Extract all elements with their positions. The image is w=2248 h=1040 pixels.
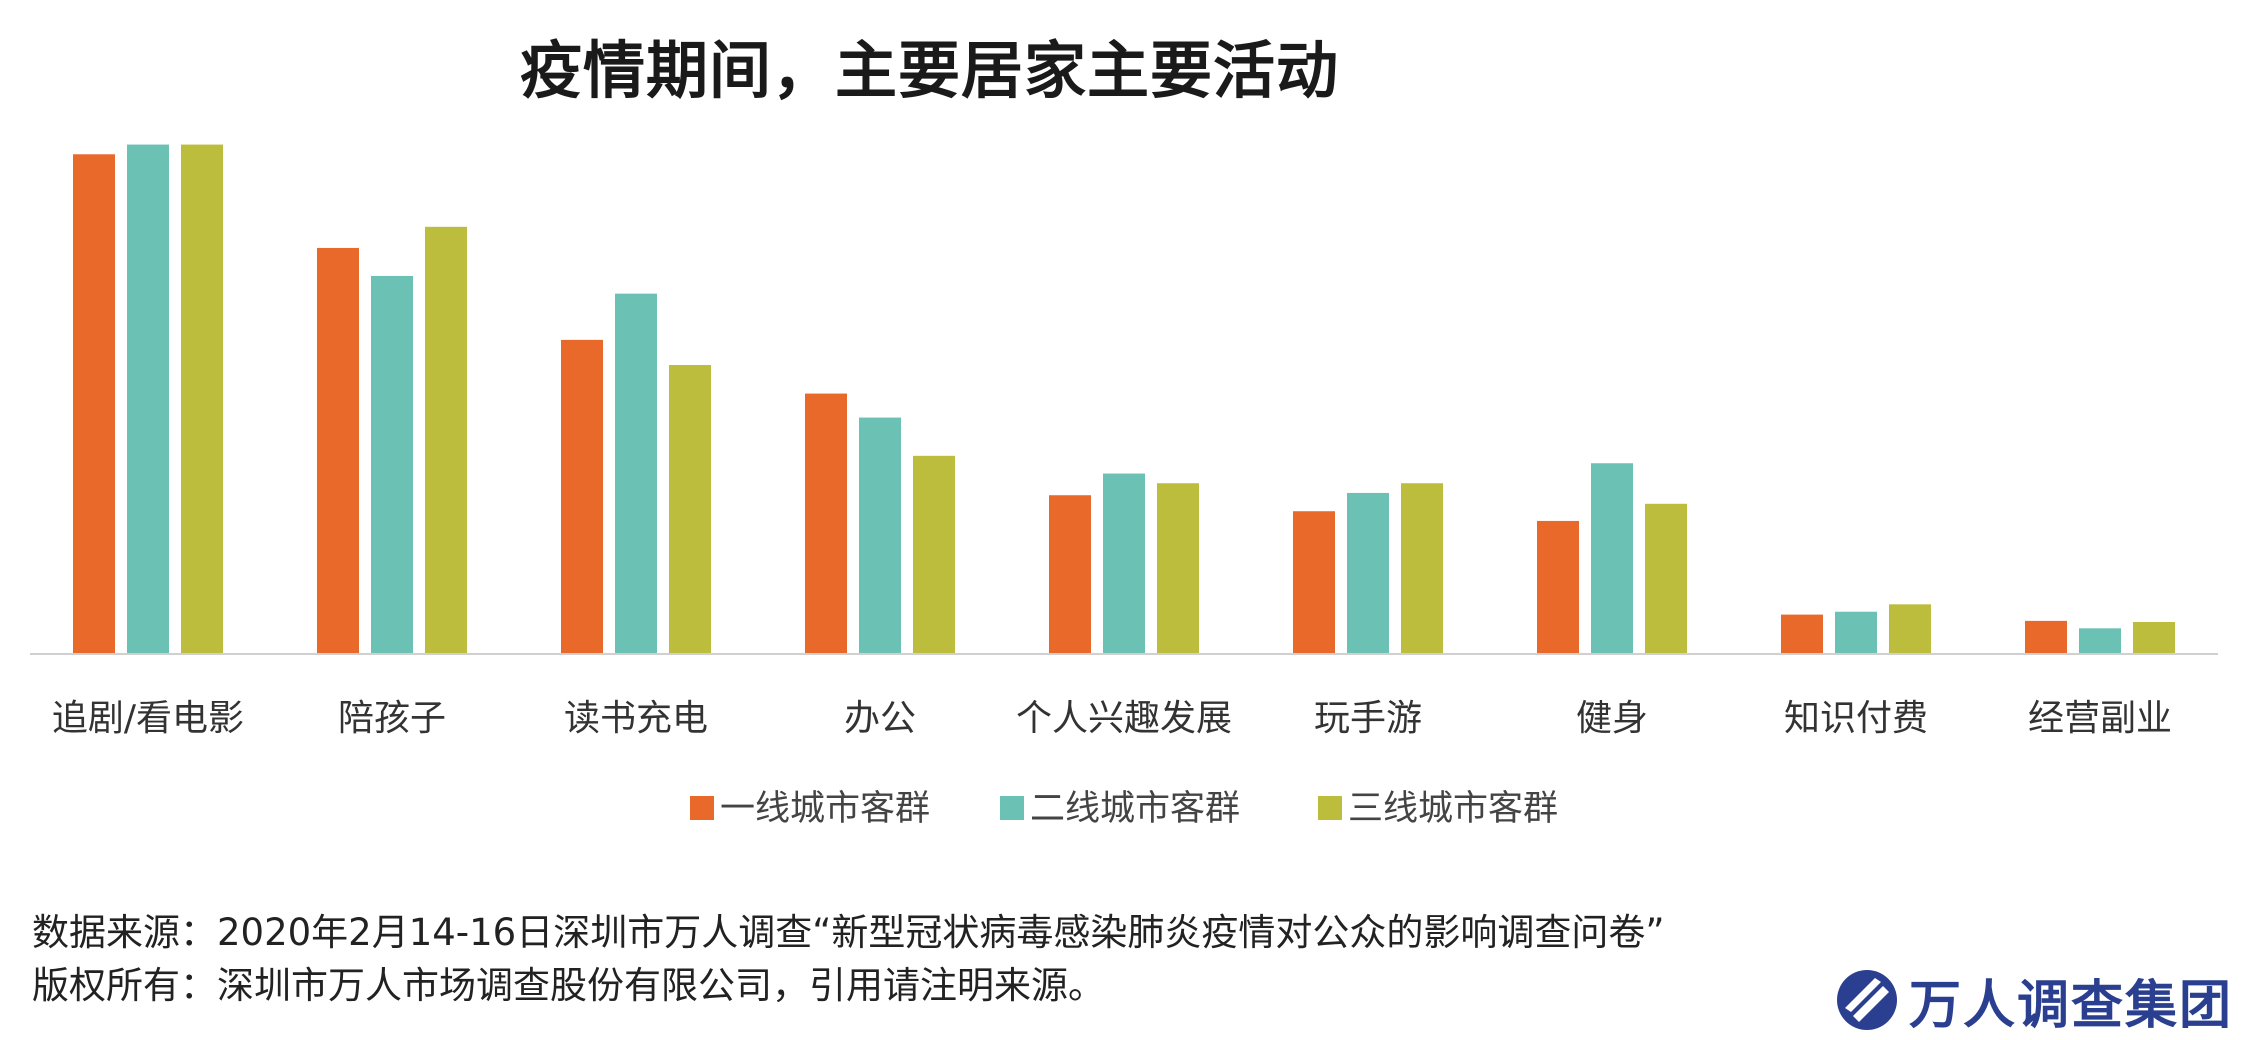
legend-label: 三线城市客群 (1348, 789, 1558, 829)
chart-title: 疫情期间，主要居家主要活动 (520, 34, 1340, 107)
bar-2-7 (1591, 463, 1633, 654)
logo-mark-icon (1837, 970, 1897, 1030)
x-tick-label: 健身 (1576, 698, 1648, 739)
bar-1-2 (317, 247, 359, 654)
bar-3-9 (2133, 622, 2175, 654)
bar-1-5 (1049, 495, 1091, 654)
legend-swatch (690, 796, 714, 820)
bar-3-6 (1401, 483, 1443, 654)
x-tick-label: 陪孩子 (338, 698, 446, 739)
x-tick-label: 经营副业 (2028, 698, 2172, 739)
bar-3-5 (1157, 483, 1199, 654)
bar-2-3 (615, 293, 657, 654)
bar-3-7 (1645, 503, 1687, 654)
bar-1-6 (1293, 511, 1335, 654)
bars-layer (73, 144, 2175, 654)
bar-2-2 (371, 275, 413, 654)
legend-swatch (1318, 796, 1342, 820)
x-tick-label: 追剧/看电影 (52, 698, 244, 739)
bar-2-6 (1347, 492, 1389, 654)
bar-3-2 (425, 226, 467, 654)
legend-swatch (1000, 796, 1024, 820)
x-tick-labels: 追剧/看电影 陪孩子 读书充电 办公 个人兴趣发展 玩手游 健身 知识付费 经营副业 (52, 698, 2172, 739)
bar-3-4 (913, 455, 955, 654)
legend-item: 一线城市客群 (690, 789, 930, 829)
x-tick-label: 玩手游 (1314, 698, 1422, 739)
company-logo: 万人调查集团 (1835, 968, 2233, 1036)
x-tick-label: 知识付费 (1784, 698, 1928, 739)
x-tick-label: 个人兴趣发展 (1016, 698, 1232, 739)
bar-1-4 (805, 393, 847, 654)
bar-3-1 (181, 144, 223, 654)
bar-3-3 (669, 365, 711, 654)
source-note: 数据来源：2020年2月14-16日深圳市万人调查“新型冠状病毒感染肺炎疫情对公… (32, 911, 1665, 954)
bar-1-9 (2025, 620, 2067, 654)
bar-2-5 (1103, 473, 1145, 654)
bar-2-8 (1835, 611, 1877, 654)
legend-item: 三线城市客群 (1318, 789, 1558, 829)
legend-label: 一线城市客群 (720, 789, 930, 829)
bar-1-7 (1537, 520, 1579, 654)
x-tick-label: 办公 (844, 698, 916, 739)
copyright-note: 版权所有：深圳市万人市场调查股份有限公司，引用请注明来源。 (32, 964, 1105, 1007)
bar-3-8 (1889, 604, 1931, 654)
bar-1-1 (73, 154, 115, 654)
bar-chart: 追剧/看电影 陪孩子 读书充电 办公 个人兴趣发展 玩手游 健身 知识付费 经营副业 一线城市客… (30, 144, 2218, 829)
legend-item: 二线城市客群 (1000, 789, 1240, 829)
bar-2-1 (127, 144, 169, 654)
bar-1-8 (1781, 614, 1823, 654)
legend-label: 二线城市客群 (1030, 789, 1240, 829)
logo-text: 万人调查集团 (1909, 975, 2234, 1036)
x-tick-label: 读书充电 (564, 698, 708, 739)
bar-2-4 (859, 417, 901, 654)
bar-1-3 (561, 339, 603, 654)
bar-2-9 (2079, 628, 2121, 654)
legend: 一线城市客群 二线城市客群 三线城市客群 (690, 789, 1558, 829)
